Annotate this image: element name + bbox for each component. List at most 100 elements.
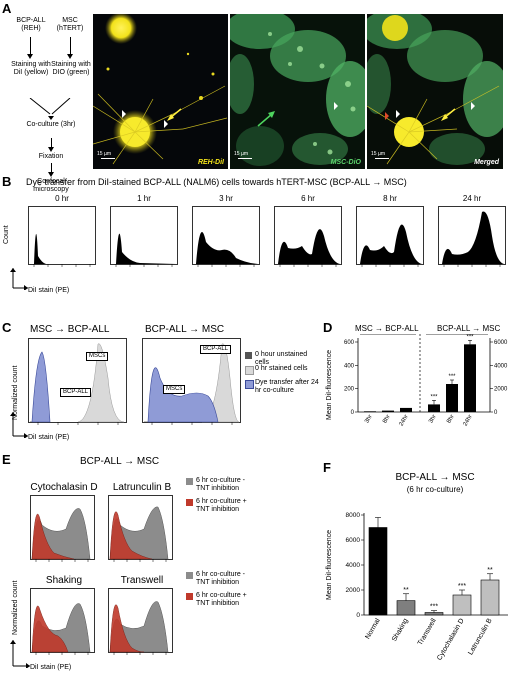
flow-arrow-4: [48, 163, 54, 177]
histogram-timepoint: [438, 206, 506, 267]
category-label: Cytochalasin D: [436, 618, 466, 662]
panel-d-label: D: [323, 320, 333, 335]
panel-a-label: A: [2, 1, 12, 16]
histogram-fill: [112, 233, 176, 264]
y-tick-label-left: 400: [344, 363, 355, 369]
bar-msc-to-bcp: [382, 410, 394, 412]
histogram-fill: [358, 224, 422, 264]
y-tick-label: 0: [356, 612, 360, 619]
flow-merge-arrows: [29, 98, 71, 120]
significance-stars: **: [403, 587, 409, 594]
histogram-frame: [28, 206, 96, 265]
flow-bcp-stain: Staining with DiI (yellow): [11, 61, 51, 76]
histogram-fill: [440, 211, 504, 264]
treatment-label: Shaking: [45, 575, 83, 586]
category-label: 24hr: [399, 414, 410, 427]
timepoint-label: 8 hr: [383, 194, 397, 203]
inhibited-curve: [109, 511, 153, 560]
histogram-treatment: [30, 495, 95, 562]
panel-e-title: BCP-ALL → MSC: [80, 456, 160, 467]
scale-bar-2: [238, 158, 252, 159]
panel-e-ylabel: Normalized count: [12, 580, 19, 635]
image-label-reh: REH-DiI: [197, 159, 224, 166]
panel-c-title-1: MSC → BCP-ALL: [30, 324, 110, 335]
box-label-bcp-1: BCP-ALL: [60, 388, 92, 397]
category-label: 24hr: [463, 414, 474, 427]
legend-unstained: 0 hour unstained cells: [255, 351, 308, 366]
panel-f-subtitle: (6 hr co-culture): [406, 485, 464, 494]
bar-msc-to-bcp: [400, 407, 412, 412]
flow-microscopy: Confocal microscopy: [33, 178, 69, 193]
histogram-msc-to-bcp: [28, 338, 127, 425]
y-tick-label-left: 0: [351, 410, 355, 416]
y-tick-label-right: 4000: [494, 363, 508, 369]
bar: [396, 600, 416, 616]
significance-stars: ***: [466, 334, 474, 340]
image-label-merged: Merged: [474, 159, 499, 166]
timepoint-label: 24 hr: [462, 194, 482, 203]
legend-swatch-control-bot: [186, 572, 193, 579]
scale-label-3: 15 µm: [371, 151, 385, 157]
panel-e-xlabel: DiI stain (PE): [30, 664, 72, 671]
legend-control-top: 6 hr co-culture - TNT inhibition: [196, 477, 246, 492]
bar-bcp-to-msc: [428, 404, 440, 412]
box-label-mscs: MSCs: [86, 352, 109, 361]
panel-e-label: E: [2, 452, 11, 467]
panel-b-axis-arrow: [10, 268, 28, 290]
box-label-bcp-2: BCP-ALL: [200, 345, 232, 354]
flow-msc-title: MSC (hTERT): [56, 17, 84, 32]
bar: [424, 612, 444, 616]
flow-fixation: Fixation: [38, 153, 64, 160]
flow-arrow-1: [27, 37, 33, 59]
flow-coculture: Co-culture (3hr): [26, 121, 76, 128]
significance-stars: ***: [430, 604, 438, 611]
y-tick-label: 4000: [346, 562, 361, 569]
histogram-fill: [30, 233, 94, 264]
panel-e-axis-arrow: [10, 640, 30, 668]
y-tick-label-left: 600: [344, 340, 355, 346]
significance-stars: ***: [458, 583, 466, 590]
significance-stars: ***: [430, 394, 438, 400]
category-label: 8hr: [446, 414, 456, 425]
legend-stained: 0 hr stained cells: [255, 365, 308, 372]
flow-bcp-title: BCP-ALL (REH): [16, 17, 46, 32]
bar-msc-to-bcp: [364, 411, 376, 412]
panel-c-title-2: BCP-ALL → MSC: [145, 324, 225, 335]
histogram-timepoint: [356, 206, 424, 267]
category-label: Shaking: [391, 617, 410, 642]
timepoint-label: 0 hr: [55, 194, 69, 203]
micrograph-msc-dio: 15 µm MSC-DiO: [230, 14, 365, 169]
treatment-label: Transwell: [120, 575, 164, 586]
panel-c-xlabel: DiI stain (PE): [28, 434, 70, 441]
bar-chart-f: 0 2000 4000 6000 8000 Normal ** Shaking *** Trans…: [346, 512, 508, 662]
inhibited-curve: [31, 605, 69, 653]
category-label: Transwell: [417, 617, 438, 647]
significance-stars: **: [487, 567, 493, 574]
panel-b-title: Dye transfer from DiI-stained BCP-ALL (N…: [26, 177, 407, 187]
bar: [480, 579, 500, 616]
bar-bcp-to-msc: [446, 384, 458, 412]
panel-f-label: F: [323, 460, 331, 475]
y-tick-label-right: 6000: [494, 340, 508, 346]
flow-msc-stain: Staining with DIO (green): [51, 61, 91, 76]
scale-label-2: 15 µm: [234, 151, 248, 157]
scale-label-1: 15 µm: [97, 151, 111, 157]
flow-arrow-2: [67, 37, 73, 59]
y-tick-label: 8000: [346, 512, 361, 519]
y-tick-label-right: 0: [494, 410, 498, 416]
histogram-fill: [194, 231, 258, 264]
category-label: Latrunculin B: [467, 617, 494, 656]
inhibited-curve: [109, 604, 145, 653]
image-label-msc: MSC-DiO: [330, 159, 361, 166]
category-label: 3hr: [364, 414, 374, 425]
legend-inhibited-top: 6 hr co-culture + TNT inhibition: [196, 498, 247, 513]
histogram-treatment: [30, 588, 95, 655]
treatment-label: Cytochalasin D: [30, 482, 98, 493]
legend-inhibited-bot: 6 hr co-culture + TNT inhibition: [196, 592, 247, 607]
micrograph-merged: 15 µm Merged: [367, 14, 503, 169]
category-label: 8hr: [382, 414, 392, 425]
inhibited-curve: [31, 513, 75, 560]
legend-swatch-control-top: [186, 478, 193, 485]
panel-b-label: B: [2, 174, 12, 189]
